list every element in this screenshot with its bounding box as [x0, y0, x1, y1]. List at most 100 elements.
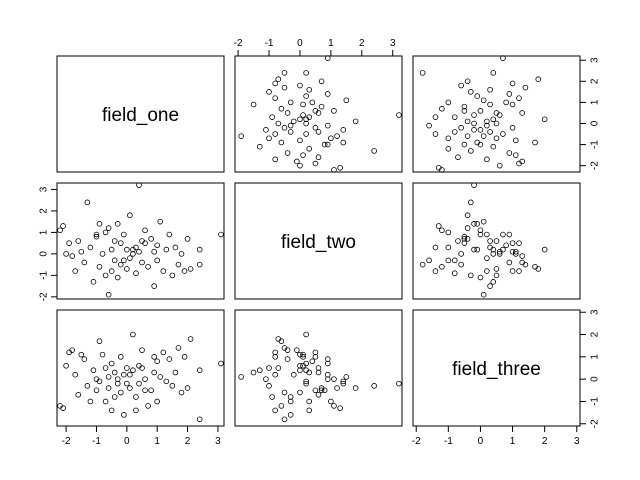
data-point: [315, 391, 322, 398]
data-point: [477, 274, 484, 281]
data-point: [154, 257, 161, 264]
data-point: [145, 403, 151, 409]
data-point: [69, 347, 75, 353]
data-point: [111, 394, 118, 400]
data-point: [439, 227, 445, 234]
tick-label: 0: [124, 436, 130, 447]
data-point: [312, 387, 319, 394]
data-point: [331, 167, 337, 173]
data-point: [124, 266, 130, 272]
data-point: [136, 380, 142, 387]
tick-label: -1: [39, 270, 50, 279]
tick-label: -2: [39, 292, 50, 301]
data-point: [471, 182, 477, 188]
data-point: [66, 240, 72, 246]
data-point: [340, 378, 347, 385]
data-point: [493, 238, 500, 244]
data-point: [303, 378, 309, 385]
data-point: [303, 120, 309, 127]
data-point: [133, 270, 139, 277]
data-point: [290, 118, 297, 125]
data-point: [334, 133, 340, 139]
data-point: [337, 405, 343, 411]
data-point: [218, 231, 224, 238]
data-point: [461, 240, 468, 246]
data-point: [343, 374, 350, 380]
tick-label: 0: [297, 38, 303, 49]
data-point: [315, 154, 322, 161]
data-point: [151, 283, 157, 289]
data-point: [464, 133, 471, 139]
tick-label: 0: [590, 120, 601, 126]
data-point: [145, 263, 151, 270]
data-point: [477, 127, 484, 133]
data-point: [445, 257, 452, 264]
data-point: [63, 362, 69, 369]
data-point: [60, 405, 66, 411]
tick-label: 1: [154, 436, 160, 447]
tick-label: 1: [510, 436, 516, 447]
data-point: [148, 236, 154, 242]
data-point: [72, 371, 79, 378]
data-point: [184, 236, 191, 242]
data-point: [445, 229, 452, 236]
data-point: [75, 238, 82, 244]
data-point: [272, 156, 279, 163]
data-point: [455, 238, 461, 244]
data-point: [474, 221, 481, 227]
data-point: [328, 398, 334, 405]
data-point: [340, 380, 347, 387]
tick-label: 0: [590, 376, 601, 382]
data-point: [136, 182, 142, 188]
data-point: [318, 103, 325, 110]
data-point: [139, 259, 145, 266]
data-point: [294, 347, 300, 353]
data-point: [480, 97, 487, 104]
data-point: [484, 255, 490, 261]
tick-label: 2: [542, 436, 548, 447]
data-point: [130, 331, 136, 338]
tick-label: -1: [590, 397, 601, 406]
data-point: [300, 351, 306, 358]
data-point: [324, 371, 331, 378]
data-point: [352, 385, 359, 391]
tick-label: 0: [478, 436, 484, 447]
tick-label: -1: [265, 38, 274, 49]
data-point: [266, 89, 272, 95]
tick-label: 2: [359, 38, 365, 49]
data-point: [196, 367, 203, 374]
data-point: [306, 114, 313, 120]
data-point: [334, 385, 340, 391]
data-point: [300, 362, 306, 369]
data-point: [451, 270, 458, 277]
data-point: [490, 116, 497, 123]
data-point: [318, 387, 325, 394]
data-point: [303, 70, 309, 76]
tick-label: 2: [590, 78, 601, 84]
data-point: [297, 162, 303, 169]
data-point: [166, 356, 173, 362]
data-point: [493, 135, 500, 142]
data-point: [340, 139, 347, 146]
data-point: [503, 242, 509, 249]
data-point: [238, 374, 244, 380]
data-point: [187, 336, 194, 342]
data-point: [306, 146, 313, 152]
data-point: [297, 137, 303, 144]
data-point: [419, 70, 426, 76]
data-point: [151, 369, 157, 376]
data-point: [315, 365, 322, 371]
data-point: [306, 86, 313, 93]
data-point: [154, 398, 161, 405]
data-point: [181, 268, 188, 274]
data-point: [318, 385, 325, 391]
data-point: [133, 394, 139, 400]
data-point: [284, 150, 291, 156]
data-point: [432, 114, 439, 120]
data-point: [309, 99, 316, 106]
data-point: [256, 367, 263, 374]
data-point: [169, 272, 176, 279]
data-point: [111, 257, 118, 264]
data-point: [93, 233, 100, 240]
data-point: [281, 70, 288, 76]
